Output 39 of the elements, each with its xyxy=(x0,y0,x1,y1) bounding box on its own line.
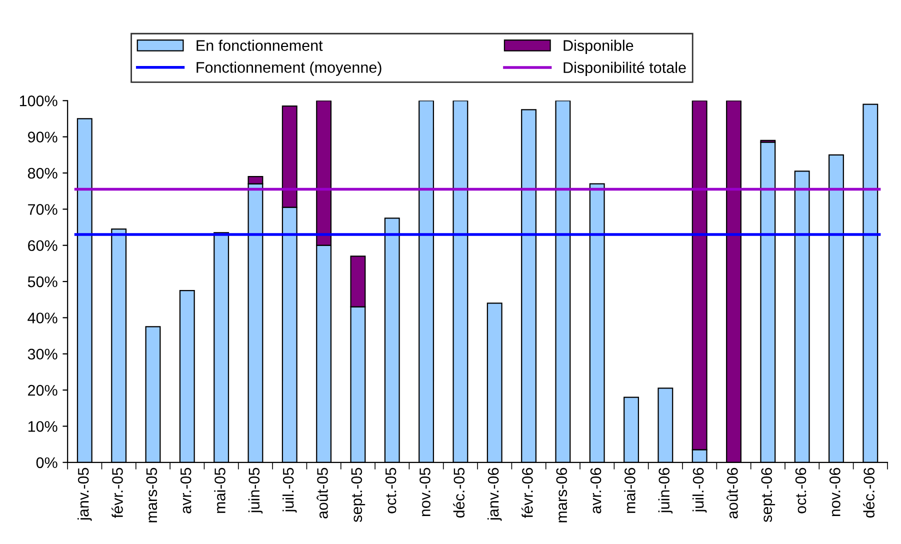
x-tick-label: août-05 xyxy=(316,468,328,518)
x-tick-label: juil.-05 xyxy=(282,468,297,513)
y-tick-label: 40% xyxy=(28,312,58,324)
x-tick-label: mai-06 xyxy=(624,468,636,513)
x-tick-label: juil.-06 xyxy=(692,468,707,513)
x-tick-label: janv.-05 xyxy=(78,468,92,521)
x-tick-label: oct.-06 xyxy=(795,468,806,514)
y-tick-label: 50% xyxy=(28,276,58,288)
x-tick-label: avr.-06 xyxy=(590,468,602,514)
x-tick-label: févr.-06 xyxy=(521,468,533,518)
x-tick-label: mars-06 xyxy=(556,468,568,522)
x-tick-label: sept.-06 xyxy=(761,468,776,522)
x-tick-label: janv.-06 xyxy=(487,468,502,521)
x-tick-label: juin-05 xyxy=(248,468,263,514)
legend-label: Fonctionnement (moyenne) xyxy=(196,62,382,76)
x-tick-label: mars-05 xyxy=(146,468,158,522)
x-tick-label: mai-05 xyxy=(214,468,226,513)
x-tick-label: juin-06 xyxy=(658,468,673,514)
x-tick-label: nov.-06 xyxy=(830,468,840,516)
x-tick-label: avr.-05 xyxy=(180,468,192,514)
x-tick-label: déc.-06 xyxy=(863,468,875,518)
x-tick-label: févr.-05 xyxy=(112,468,123,518)
y-tick-label: 70% xyxy=(28,204,58,215)
y-tick-label: 60% xyxy=(28,240,58,252)
y-tick-label: 30% xyxy=(28,348,58,360)
x-tick-label: oct.-05 xyxy=(385,468,396,514)
y-tick-label: 20% xyxy=(28,384,58,396)
y-tick-label: 10% xyxy=(28,421,58,432)
legend-label: Disponibilité totale xyxy=(564,62,686,76)
y-tick-label: 0% xyxy=(36,457,58,468)
y-tick-label: 80% xyxy=(28,168,58,179)
x-tick-label: nov.-05 xyxy=(420,468,430,516)
y-tick-label: 100% xyxy=(20,96,58,106)
y-tick-label: 90% xyxy=(28,132,58,142)
x-tick-label: sept.-05 xyxy=(351,468,366,522)
legend-label: En fonctionnement xyxy=(196,40,323,51)
legend-label: Disponible xyxy=(564,40,634,54)
x-tick-label: août-06 xyxy=(726,468,738,518)
x-tick-label: déc.-05 xyxy=(453,468,465,518)
